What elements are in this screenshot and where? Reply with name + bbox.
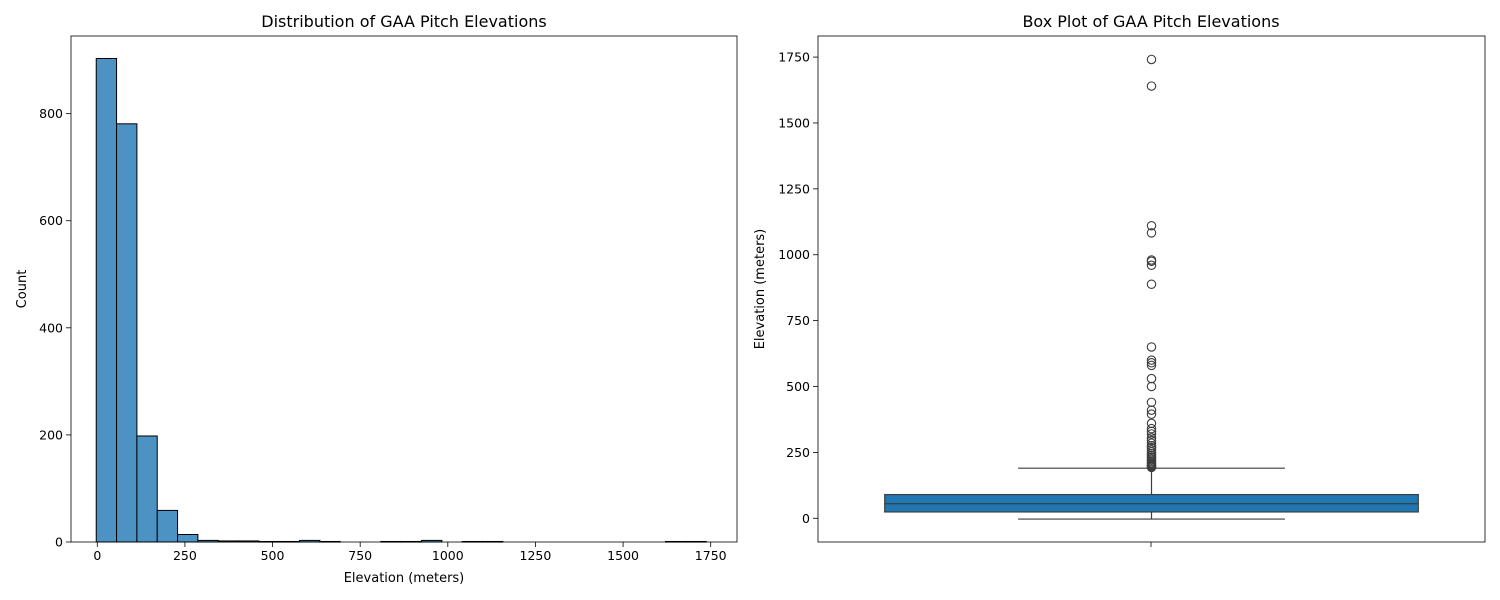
histogram-bar [116, 123, 138, 543]
histogram-bar [177, 534, 199, 543]
histogram-x-tick-label: 750 [348, 548, 372, 563]
boxplot-y-tick-label: 1750 [778, 50, 810, 65]
boxplot-y-tick-label: 0 [802, 511, 810, 526]
boxplot-outlier-point [1146, 256, 1157, 267]
histogram-x-ticks: 0 250 500 750 1000 1250 1500 1750 [93, 542, 727, 563]
histogram-x-tick-label: 1500 [607, 548, 639, 563]
boxplot-outlier-point [1146, 435, 1157, 446]
histogram-x-tick-label: 500 [261, 548, 285, 563]
boxplot-outlier-point [1146, 279, 1157, 290]
boxplot-outlier-point [1146, 221, 1157, 231]
histogram-x-tick-label: 1250 [520, 548, 552, 563]
histogram-frame [70, 35, 738, 543]
histogram-x-axis-label: Elevation (meters) [344, 571, 465, 586]
boxplot-y-tick-label: 500 [786, 379, 810, 394]
boxplot-y-ticks: 0 250 500 750 1000 1250 1500 1750 [778, 50, 818, 526]
histogram-x-tick-label: 1750 [695, 548, 727, 563]
boxplot-panel: Box Plot of GAA Pitch Elevations 0 250 500… [753, 12, 1486, 547]
histogram-y-axis-label: Count [15, 270, 30, 309]
boxplot-outlier-point [1146, 54, 1157, 65]
boxplot-outlier-point [1146, 405, 1157, 415]
boxplot-outlier-point [1146, 462, 1157, 473]
histogram-y-tick-label: 0 [55, 535, 63, 550]
boxplot-outlier-point [1146, 228, 1157, 238]
boxplot-outlier-point [1146, 423, 1157, 434]
boxplot-outlier-point [1146, 381, 1157, 392]
boxplot-outliers [1146, 54, 1157, 473]
histogram-bar [136, 435, 158, 543]
histogram-title: Distribution of GAA Pitch Elevations [261, 12, 546, 31]
histogram-bar [95, 57, 118, 543]
histogram-x-tick-label: 250 [173, 548, 197, 563]
histogram-y-tick-label: 800 [39, 106, 63, 121]
histogram-x-tick-label: 0 [93, 548, 101, 563]
boxplot-outlier-point [1146, 260, 1157, 271]
boxplot-outlier-point [1146, 429, 1157, 439]
boxplot-y-tick-label: 1500 [778, 115, 810, 130]
boxplot-outlier-point [1146, 426, 1157, 437]
histogram-x-tick-label: 1000 [432, 548, 464, 563]
boxplot-y-tick-label: 1000 [778, 247, 810, 262]
boxplot-outlier-point [1146, 81, 1157, 91]
boxplot-frame [817, 35, 1486, 543]
boxplot-shapes [884, 467, 1419, 520]
boxplot-outlier-point [1146, 355, 1157, 365]
histogram-y-ticks: 0 200 400 600 800 [39, 106, 71, 550]
boxplot-outlier-point [1146, 360, 1157, 371]
histogram-bars [95, 57, 707, 543]
boxplot-y-tick-label: 250 [786, 445, 810, 460]
boxplot-outlier-point [1146, 358, 1157, 368]
histogram-panel: Distribution of GAA Pitch Elevations 0 25… [15, 12, 738, 586]
histogram-y-tick-label: 600 [39, 213, 63, 228]
boxplot-title: Box Plot of GAA Pitch Elevations [1022, 12, 1279, 31]
boxplot-y-tick-label: 750 [786, 313, 810, 328]
boxplot-outlier-point [1146, 342, 1157, 352]
boxplot-y-axis-label: Elevation (meters) [753, 229, 768, 350]
boxplot-outlier-point [1146, 409, 1157, 419]
histogram-y-tick-label: 400 [39, 320, 63, 335]
histogram-y-tick-label: 200 [39, 427, 63, 442]
histogram-bar [156, 509, 179, 543]
boxplot-y-tick-label: 1250 [778, 181, 810, 196]
